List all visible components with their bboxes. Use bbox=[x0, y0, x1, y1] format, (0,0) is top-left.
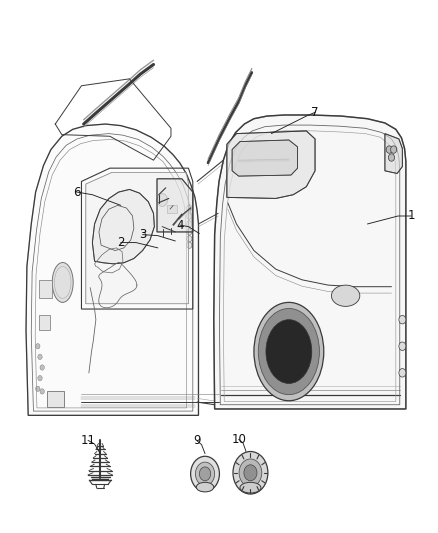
Polygon shape bbox=[92, 189, 154, 264]
Polygon shape bbox=[385, 134, 403, 173]
Circle shape bbox=[399, 316, 406, 324]
Circle shape bbox=[191, 456, 219, 491]
Circle shape bbox=[233, 451, 268, 494]
Text: 10: 10 bbox=[231, 433, 246, 446]
Polygon shape bbox=[232, 140, 297, 176]
Circle shape bbox=[239, 459, 262, 487]
Circle shape bbox=[40, 389, 44, 394]
Circle shape bbox=[35, 386, 40, 391]
Circle shape bbox=[40, 365, 44, 370]
Text: 11: 11 bbox=[81, 434, 95, 447]
Ellipse shape bbox=[240, 482, 261, 493]
Circle shape bbox=[187, 242, 192, 248]
Circle shape bbox=[389, 154, 395, 161]
Text: 4: 4 bbox=[176, 219, 184, 231]
Circle shape bbox=[386, 146, 392, 154]
Polygon shape bbox=[157, 179, 193, 232]
Circle shape bbox=[157, 193, 167, 206]
Polygon shape bbox=[26, 124, 198, 415]
Polygon shape bbox=[227, 131, 315, 198]
Polygon shape bbox=[214, 115, 406, 409]
Text: 7: 7 bbox=[311, 106, 319, 119]
Ellipse shape bbox=[254, 302, 324, 401]
Bar bbox=[167, 205, 177, 213]
Bar bbox=[39, 280, 52, 298]
Text: 9: 9 bbox=[194, 434, 201, 447]
Ellipse shape bbox=[258, 309, 319, 394]
Text: 1: 1 bbox=[407, 209, 415, 222]
Circle shape bbox=[187, 221, 192, 227]
Text: 3: 3 bbox=[139, 228, 146, 241]
Circle shape bbox=[187, 229, 192, 235]
Ellipse shape bbox=[266, 320, 312, 383]
Text: 2: 2 bbox=[117, 236, 124, 249]
Circle shape bbox=[199, 467, 211, 481]
Circle shape bbox=[187, 205, 192, 211]
Ellipse shape bbox=[332, 285, 360, 306]
Circle shape bbox=[244, 465, 257, 481]
Circle shape bbox=[399, 368, 406, 377]
Circle shape bbox=[38, 354, 42, 360]
Circle shape bbox=[187, 236, 192, 242]
Circle shape bbox=[195, 462, 215, 486]
Circle shape bbox=[35, 344, 40, 349]
Bar bbox=[46, 391, 64, 407]
Ellipse shape bbox=[52, 263, 73, 302]
Circle shape bbox=[391, 146, 397, 154]
Circle shape bbox=[399, 342, 406, 351]
Ellipse shape bbox=[196, 482, 214, 492]
Circle shape bbox=[187, 213, 192, 219]
Polygon shape bbox=[86, 172, 188, 304]
Text: 6: 6 bbox=[73, 185, 81, 199]
Bar bbox=[39, 316, 50, 330]
Circle shape bbox=[38, 375, 42, 381]
